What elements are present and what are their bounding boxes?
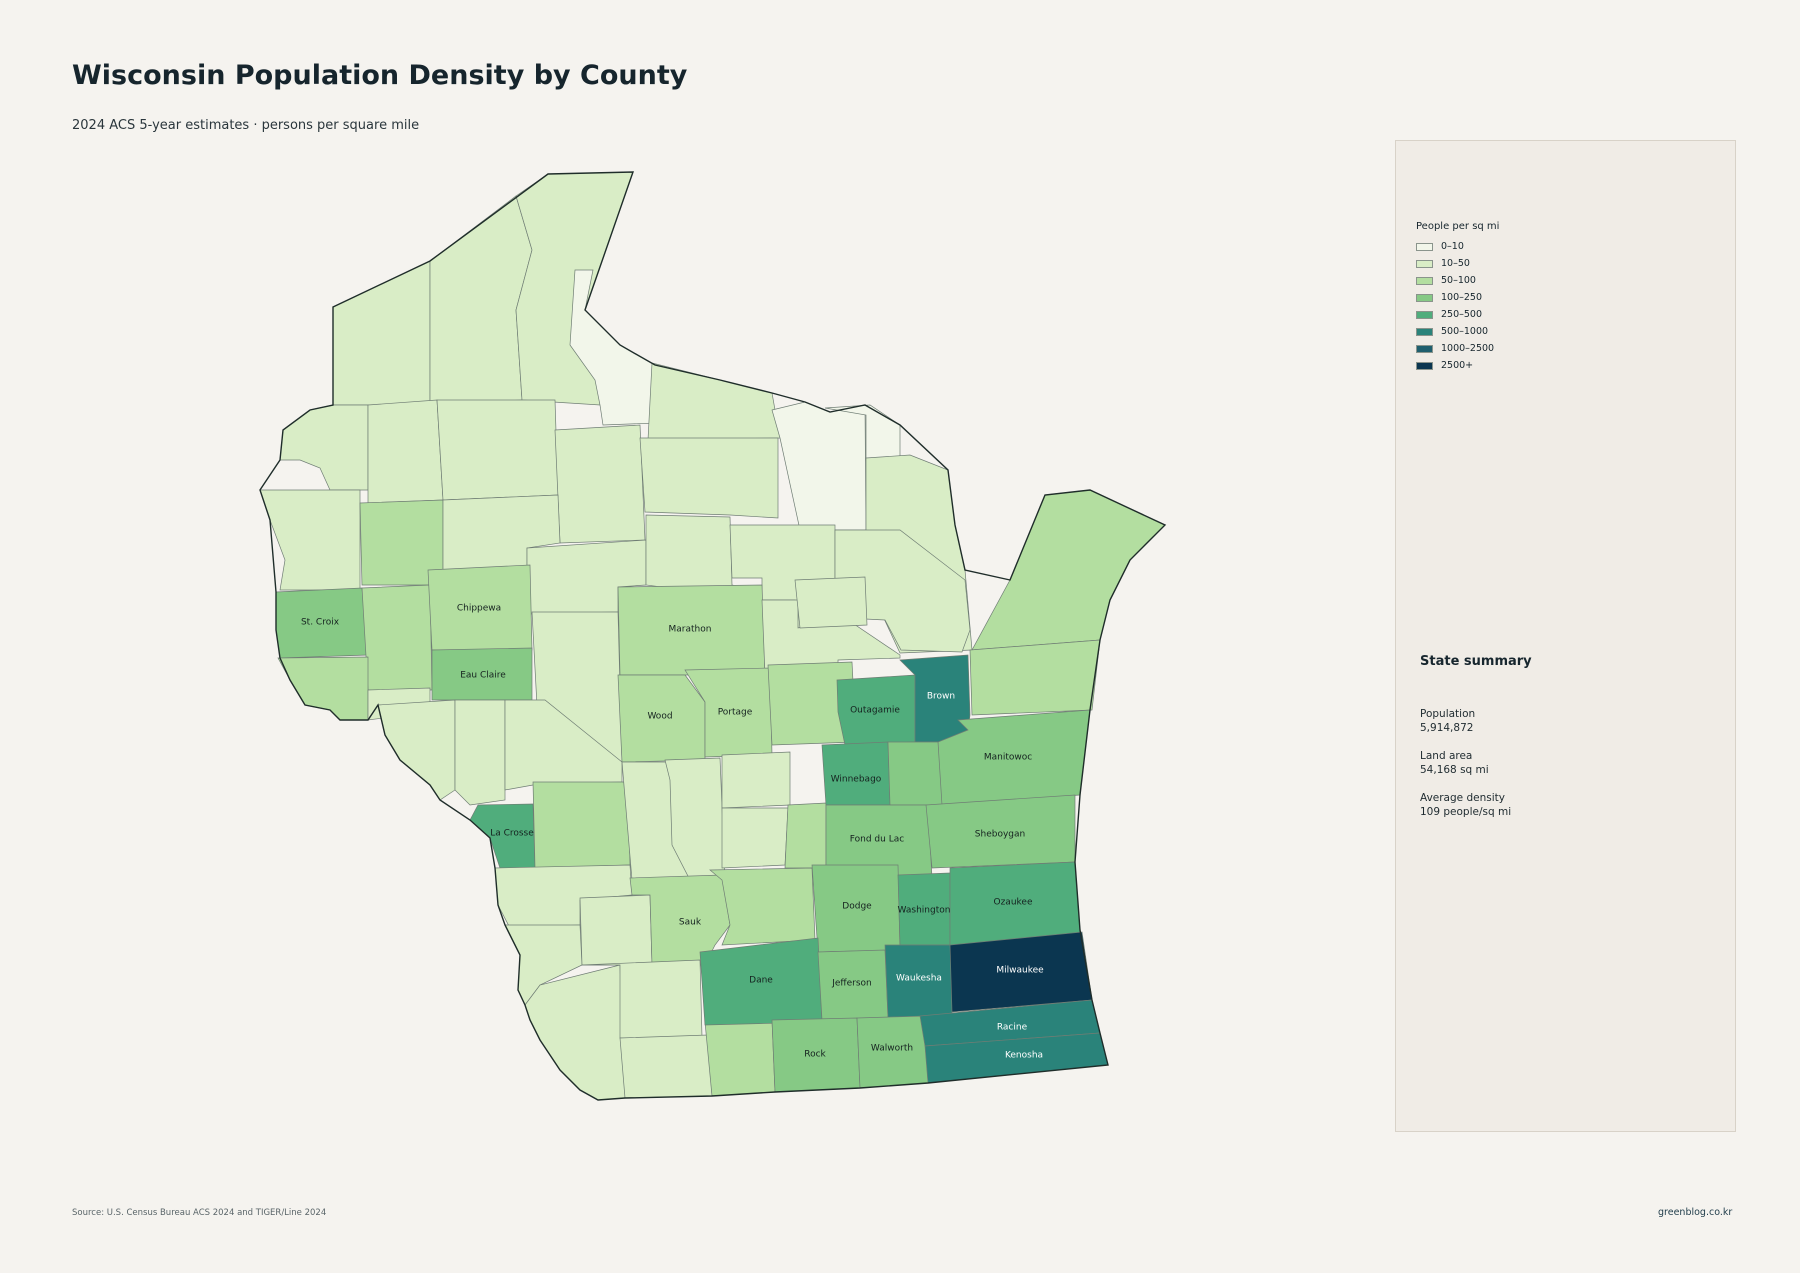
county-label: Marathon xyxy=(669,625,712,635)
legend-swatch xyxy=(1416,327,1433,336)
legend-item: 0–10 xyxy=(1416,238,1499,255)
county-oneida[interactable] xyxy=(639,437,779,519)
county-label: Fond du Lac xyxy=(850,835,904,845)
county-pierce[interactable] xyxy=(277,656,369,721)
density-stat: Average density 109 people/sq mi xyxy=(1420,791,1532,819)
county-labels: St. Croix Chippewa Eau Claire Marathon Wood P… xyxy=(301,604,1044,1061)
population-label: Population xyxy=(1420,708,1476,720)
county-trempealeau[interactable] xyxy=(454,699,506,806)
summary-title: State summary xyxy=(1420,654,1532,669)
county-price[interactable] xyxy=(554,424,646,544)
legend-item: 2500+ xyxy=(1416,357,1499,374)
county-label: Eau Claire xyxy=(460,671,506,681)
county-polygons xyxy=(259,171,1166,1101)
county-label: Kenosha xyxy=(1005,1051,1043,1061)
legend-swatch xyxy=(1416,361,1433,370)
county-dunn[interactable] xyxy=(361,584,433,691)
state-summary: State summary Population 5,914,872 Land … xyxy=(1420,654,1532,833)
legend-label: 50–100 xyxy=(1441,275,1476,286)
county-menominee[interactable] xyxy=(794,576,868,629)
legend-swatch xyxy=(1416,276,1433,285)
state-outline xyxy=(259,171,1167,1101)
county-waushara[interactable] xyxy=(721,751,791,809)
county-calumet[interactable] xyxy=(887,741,943,806)
county-label: Racine xyxy=(997,1023,1028,1033)
land-area-value: 54,168 sq mi xyxy=(1420,764,1489,776)
county-label: La Crosse xyxy=(490,829,534,839)
county-winnebago[interactable] xyxy=(821,741,891,806)
county-vilas[interactable] xyxy=(647,362,781,441)
land-area-label: Land area xyxy=(1420,750,1473,762)
legend-item: 1000–2500 xyxy=(1416,340,1499,357)
legend-swatch xyxy=(1416,310,1433,319)
county-bayfield[interactable] xyxy=(429,195,533,406)
county-forest[interactable] xyxy=(771,401,867,531)
density-label: Average density xyxy=(1420,792,1505,804)
legend-swatch xyxy=(1416,242,1433,251)
population-stat: Population 5,914,872 xyxy=(1420,707,1532,735)
map-subtitle: 2024 ACS 5-year estimates · persons per … xyxy=(72,118,420,133)
county-buffalo[interactable] xyxy=(377,699,456,801)
county-monroe[interactable] xyxy=(532,781,631,869)
credit: greenblog.co.kr xyxy=(1658,1207,1733,1218)
legend-label: 100–250 xyxy=(1441,292,1483,303)
legend-item: 100–250 xyxy=(1416,289,1499,306)
legend-label: 2500+ xyxy=(1441,360,1474,371)
map-title: Wisconsin Population Density by County xyxy=(72,60,688,91)
legend-items: 0–10 10–50 50–100 100–250 250–500 500–1000 100… xyxy=(1416,238,1499,374)
county-label: Ozaukee xyxy=(994,898,1033,908)
legend-label: 500–1000 xyxy=(1441,326,1489,337)
side-panel: People per sq mi 0–10 10–50 50–100 100–250 2… xyxy=(1395,140,1736,1132)
legend-item: 10–50 xyxy=(1416,255,1499,272)
legend: People per sq mi 0–10 10–50 50–100 100–250 2… xyxy=(1416,221,1499,374)
county-green-lake[interactable] xyxy=(784,802,827,869)
county-richland[interactable] xyxy=(579,894,653,966)
county-burnett[interactable] xyxy=(279,404,369,491)
county-green[interactable] xyxy=(704,1019,776,1097)
county-label: Jefferson xyxy=(831,979,872,989)
county-label: Sheboygan xyxy=(975,830,1025,840)
county-label: Winnebago xyxy=(831,775,882,785)
county-douglas[interactable] xyxy=(332,260,431,406)
choropleth-map: St. Croix Chippewa Eau Claire Marathon Wood P… xyxy=(259,171,1167,1101)
legend-label: 0–10 xyxy=(1441,241,1464,252)
legend-title: People per sq mi xyxy=(1416,221,1500,232)
legend-label: 10–50 xyxy=(1441,258,1470,269)
source-note: Source: U.S. Census Bureau ACS 2024 and … xyxy=(72,1208,327,1218)
county-sawyer[interactable] xyxy=(436,399,559,501)
county-marquette[interactable] xyxy=(721,807,789,869)
density-value: 109 people/sq mi xyxy=(1420,806,1512,818)
population-value: 5,914,872 xyxy=(1420,722,1474,734)
legend-label: 1000–2500 xyxy=(1441,343,1495,354)
legend-item: 250–500 xyxy=(1416,306,1499,323)
legend-label: 250–500 xyxy=(1441,309,1483,320)
county-washburn[interactable] xyxy=(367,399,444,504)
legend-swatch xyxy=(1416,259,1433,268)
county-label: Milwaukee xyxy=(996,966,1044,976)
legend-item: 500–1000 xyxy=(1416,323,1499,340)
county-label: Brown xyxy=(927,692,955,702)
county-label: Outagamie xyxy=(850,706,900,716)
land-area-stat: Land area 54,168 sq mi xyxy=(1420,749,1532,777)
county-grant[interactable] xyxy=(524,964,626,1101)
county-lafayette[interactable] xyxy=(619,1034,713,1099)
county-label: Rock xyxy=(804,1050,826,1060)
county-kewaunee[interactable] xyxy=(969,639,1101,716)
county-label: St. Croix xyxy=(301,618,340,628)
county-label: Dane xyxy=(749,976,773,986)
county-label: Walworth xyxy=(871,1044,913,1054)
county-label: Wood xyxy=(647,712,672,722)
legend-swatch xyxy=(1416,344,1433,353)
county-label: Manitowoc xyxy=(984,753,1032,763)
county-label: Sauk xyxy=(679,918,702,928)
legend-item: 50–100 xyxy=(1416,272,1499,289)
county-label: Waukesha xyxy=(896,974,942,984)
county-label: Washington xyxy=(898,906,951,916)
county-label: Dodge xyxy=(842,902,872,912)
legend-swatch xyxy=(1416,293,1433,302)
county-door[interactable] xyxy=(971,489,1166,651)
county-label: Chippewa xyxy=(457,604,501,614)
county-label: Portage xyxy=(718,708,753,718)
